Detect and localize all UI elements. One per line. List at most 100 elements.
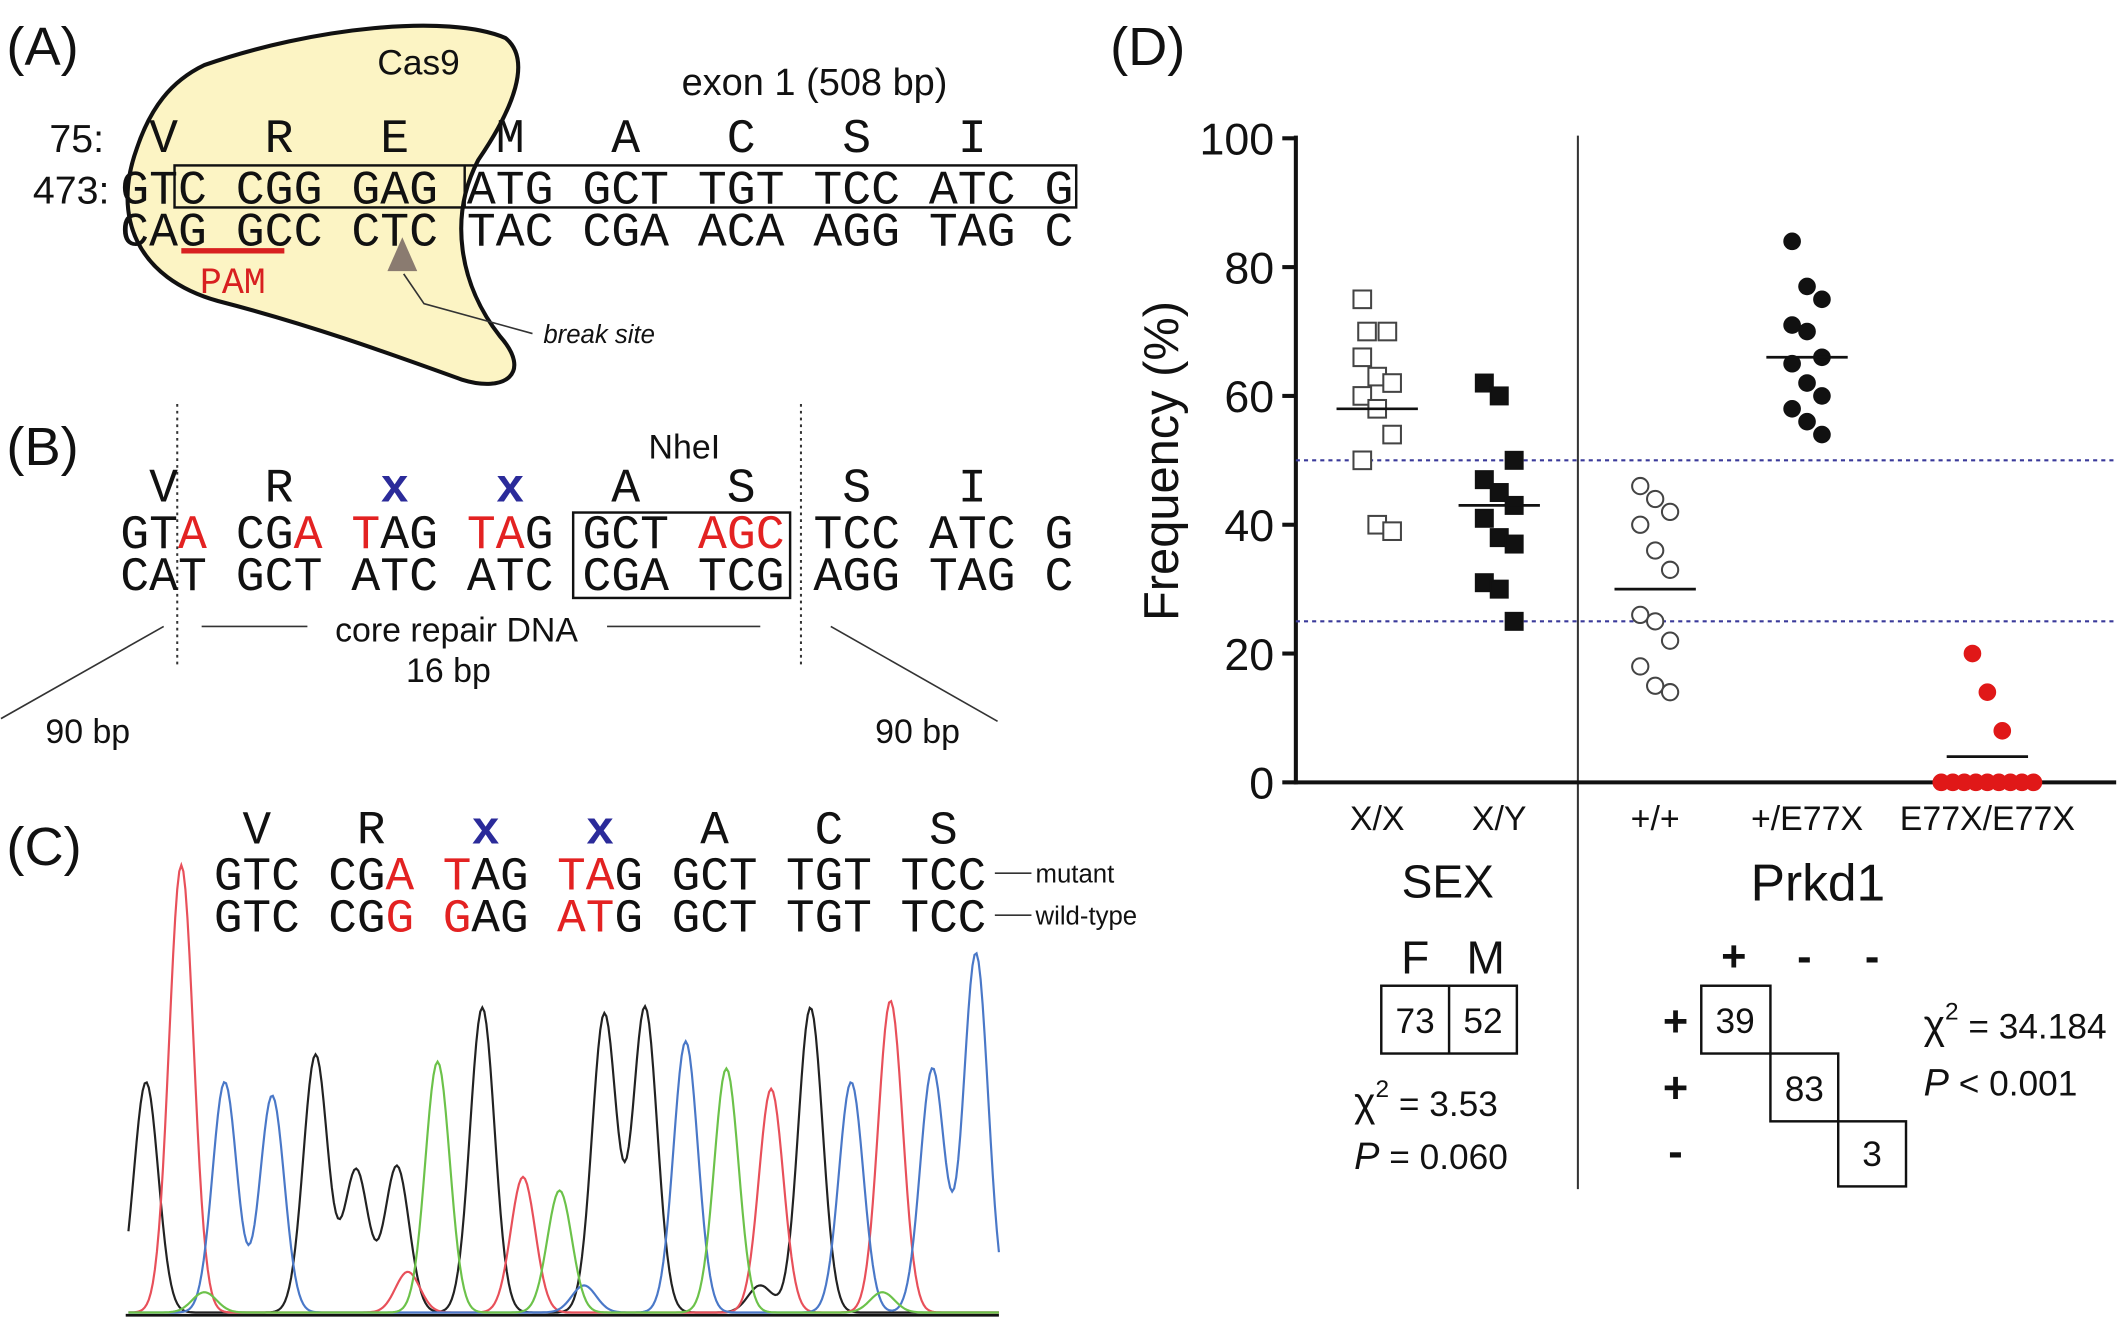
data-point [1382,521,1402,542]
data-point [1489,579,1509,599]
trace-line [128,1059,999,1314]
data-point [1813,290,1831,309]
sequence-segment: A [294,509,323,563]
amino-acid: C [815,804,844,858]
data-point [2024,773,2043,792]
protein-label: Cas9 [377,44,459,83]
prkd1-cell [1769,1052,1840,1123]
amino-acid: R [357,804,386,858]
data-point [1646,541,1665,560]
y-tick-label: 60 [1224,372,1274,422]
data-point [1474,508,1494,528]
row-header: + [1663,998,1688,1046]
amino-acid: A [700,804,729,858]
panel-label: (C) [6,817,81,877]
data-point [1660,502,1680,522]
amino-acid: x [380,463,409,517]
sequence-segment: G GCT TGT TCC [614,850,986,904]
chi-symbol: χ [1924,1002,1945,1048]
sequence-segment: G GCT [525,509,698,563]
group-label: SEX [1402,856,1494,908]
y-tick-label: 20 [1224,630,1274,680]
target-box [173,164,1078,209]
panel-label: (D) [1110,17,1185,77]
data-point [1646,676,1665,695]
y-tick-label: 100 [1200,115,1275,165]
nhei-box [571,511,792,600]
amino-acid: S [727,463,756,517]
sequence-segment: AT [557,893,614,947]
data-point [1798,322,1816,341]
aa-start: 75: [49,117,104,161]
amino-acid: M [496,113,525,167]
chi-square: χ2 = 3.53 [1354,1076,1498,1125]
column-header: M [1466,932,1504,984]
break-label: break site [543,321,655,349]
data-point [1504,534,1524,554]
wildtype-strand: GTC CGG GAG ATG GCT TGT TCC [214,893,986,947]
sequence-segment: T [443,850,472,904]
data-point [1631,476,1650,496]
p-value: P = 0.060 [1354,1136,1508,1178]
chi-square: χ2 = 34.184 [1924,999,2107,1048]
data-point [1783,354,1801,373]
data-point [1352,347,1373,368]
amino-acid: V [242,804,271,858]
prkd1-cell [1836,1120,1908,1188]
exon-label: exon 1 (508 bp) [682,62,948,104]
amino-acid: C [727,113,756,167]
data-point [1798,412,1816,431]
amino-acid: S [842,113,871,167]
panel-label: (A) [6,17,78,77]
data-point [1646,489,1665,509]
bottom-strand: CAT GCT ATC ATC CGA TCG AGG TAG C [120,551,1073,605]
core-length: 16 bp [406,652,491,690]
nt-start: 473: [33,168,110,212]
sequence-segment: A [386,850,415,904]
table-value: 3 [1862,1135,1882,1174]
top-strand: GTC CGG GAG ATG GCT TGT TCC ATC G [120,164,1073,218]
top-strand: GTA CGA TAG TAG GCT AGC TCC ATC G [120,509,1073,563]
sequence-segment: AGC [698,509,785,563]
amino-acid: E [380,113,409,167]
data-point [1646,612,1665,631]
panel-label: (B) [6,417,78,477]
sequence-segment: G GCT TGT TCC [614,893,986,947]
y-axis-label: Frequency (%) [1135,301,1189,621]
data-point [1352,386,1373,406]
column-header: - [1797,933,1811,981]
arm-right: 90 bp [875,713,960,751]
data-point [1631,657,1650,676]
amino-acid: A [611,113,640,167]
amino-acid: x [496,463,525,517]
chi-value: = 3.53 [1389,1085,1498,1124]
bottom-strand: CAG GCC CTC TAC CGA ACA AGG TAG C [120,206,1073,260]
sequence-segment: G [386,893,415,947]
chi-value: = 34.184 [1959,1008,2107,1047]
amino-acid: V [149,463,178,517]
sequence-segment: AG [471,850,557,904]
data-point [1474,470,1494,490]
data-point [1813,425,1831,444]
arm-line [0,625,165,720]
sequence-segment: CG [207,509,294,563]
break-arrow [387,237,418,272]
sequence-segment: GTC CG [214,850,386,904]
data-point [1798,277,1816,296]
data-point [1357,321,1377,342]
table-value: 39 [1716,1002,1755,1041]
p-text: = 0.060 [1379,1138,1507,1177]
table-value: 83 [1785,1070,1824,1109]
chromatogram [127,861,1000,1314]
y-tick-label: 40 [1224,501,1274,551]
break-leader [403,273,533,335]
x-tick-label: E77X/E77X [1900,800,2075,838]
trace-line [128,951,1000,1314]
p-text: < 0.001 [1949,1065,2077,1104]
group-label: Prkd1 [1751,853,1886,911]
mutant-strand: GTC CGA TAG TAG GCT TGT TCC [214,850,986,904]
sequence-segment: A [178,509,207,563]
y-tick-label: 0 [1249,759,1274,809]
sequence-segment: G [443,893,472,947]
data-point [1798,374,1816,392]
